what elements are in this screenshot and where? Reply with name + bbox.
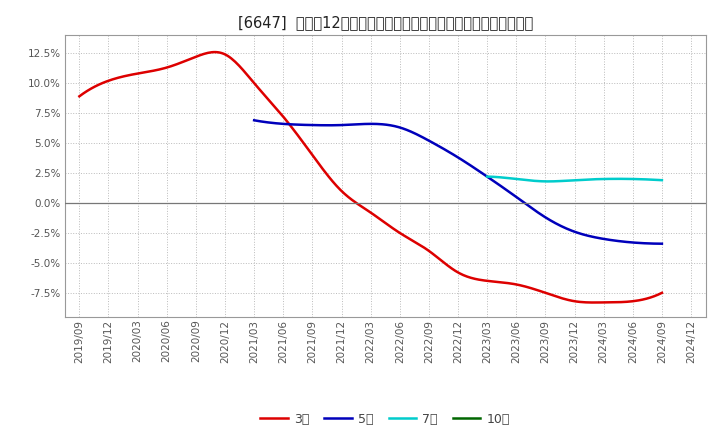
7年 (657, 178, 666, 183)
7年 (642, 177, 650, 182)
7年 (483, 174, 492, 179)
Line: 3年: 3年 (79, 52, 662, 303)
3年 (77, 92, 86, 98)
3年 (75, 94, 84, 99)
5年 (250, 117, 258, 123)
7年 (631, 176, 639, 182)
Legend: 3年, 5年, 7年, 10年: 3年, 5年, 7年, 10年 (256, 407, 515, 430)
Line: 5年: 5年 (254, 120, 662, 244)
3年 (424, 248, 433, 253)
5年 (491, 180, 500, 185)
7年 (587, 177, 595, 182)
3年 (590, 300, 598, 305)
5年 (593, 235, 602, 241)
7年 (483, 174, 492, 179)
5年 (251, 118, 260, 123)
Line: 7年: 7年 (487, 176, 662, 181)
3年 (433, 255, 442, 260)
3年 (568, 298, 577, 304)
5年 (500, 185, 508, 191)
7年 (588, 177, 596, 182)
5年 (492, 181, 501, 186)
3年 (657, 290, 666, 296)
7年 (590, 176, 599, 182)
3年 (422, 246, 431, 252)
7年 (544, 179, 552, 184)
5年 (619, 239, 628, 244)
3年 (607, 300, 616, 305)
5年 (657, 241, 666, 246)
3年 (212, 49, 220, 55)
Title: [6647]  売上高12か月移動合計の対前年同期増減率の平均値の推移: [6647] 売上高12か月移動合計の対前年同期増減率の平均値の推移 (238, 15, 533, 30)
